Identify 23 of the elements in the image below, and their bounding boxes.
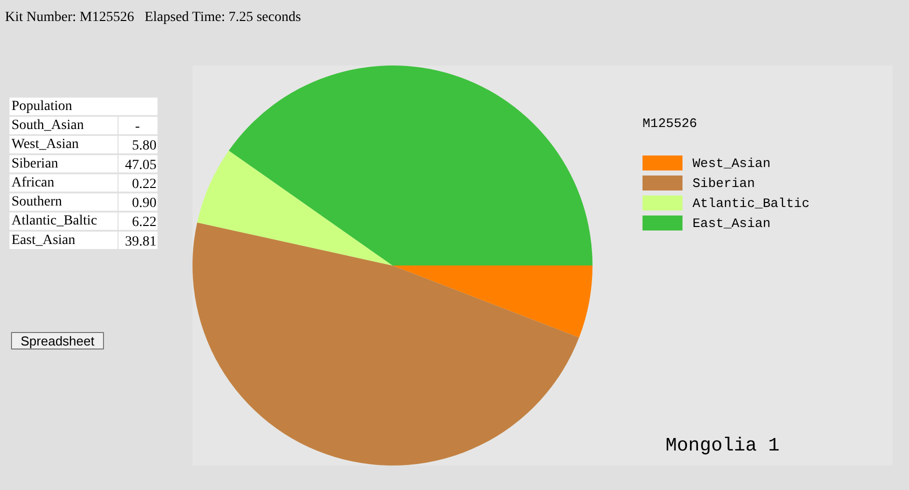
text: 0.90 [132, 196, 156, 212]
category-label: West_Asian [12, 137, 79, 152]
category-label: Atlantic_Baltic [12, 214, 98, 229]
text: 39.81 [125, 234, 156, 250]
text: 47.05 [125, 158, 156, 173]
legend-label: West_Asian [692, 156, 771, 171]
category-label: Southern [12, 194, 62, 210]
text: 0.22 [132, 176, 156, 192]
legend-label: Siberian [692, 176, 755, 191]
category-label: East_Asian [12, 232, 76, 248]
category-label: South_Asian [12, 118, 84, 133]
text: Spreadsheet [20, 334, 95, 349]
text: Population [12, 98, 72, 114]
category-label: Siberian [12, 156, 58, 172]
text: M125526 [642, 116, 698, 131]
text: - [135, 120, 140, 134]
text: 5.80 [132, 138, 156, 154]
category-label: African [12, 175, 54, 190]
text: Kit Number: M125526 Elapsed Time: 7.25 seconds [5, 9, 301, 27]
text: Mongolia 1 [666, 434, 780, 456]
legend-label: Atlantic_Baltic [692, 196, 810, 211]
text: 6.22 [132, 215, 156, 230]
legend-label: East_Asian [692, 216, 771, 231]
